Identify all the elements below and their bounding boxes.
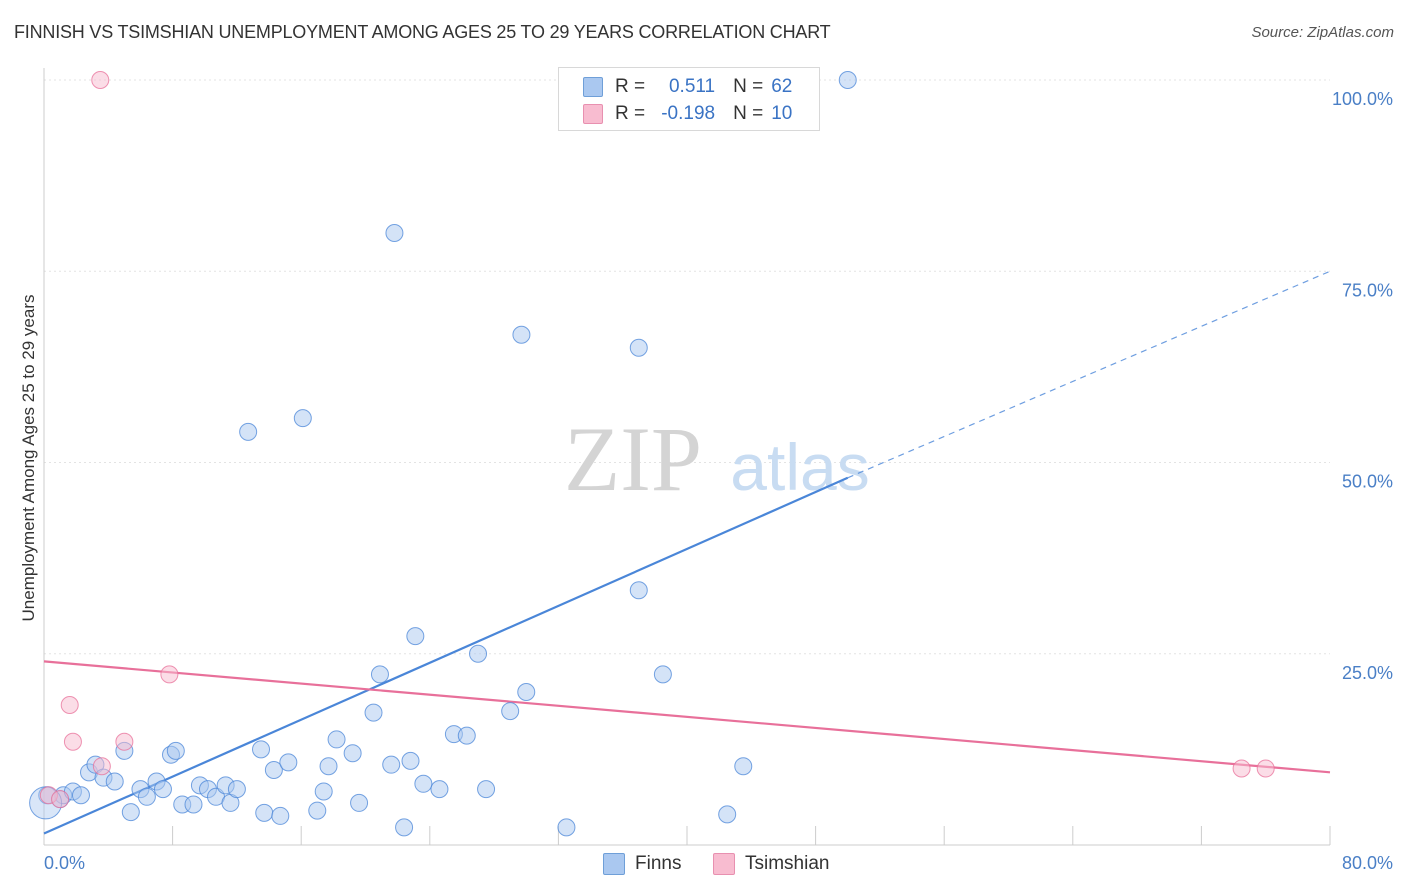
legend-n-value-tsimshian: 10 [771,103,793,124]
finns-point-50 [557,818,576,837]
finns-point-18 [184,795,203,814]
finns-point-52 [653,665,672,684]
finns-point-30 [308,801,327,820]
finns-point-42 [414,774,433,793]
finns-point-29 [279,753,298,772]
tsimshian-point-9 [1256,759,1275,778]
axes [43,68,1331,846]
finns-point-41 [406,627,425,646]
tsimshian-point-3 [63,732,82,751]
finns-point-36 [364,703,383,722]
tsimshian-point-1 [51,790,70,809]
finns-point-45 [457,726,476,745]
tsimshian-trend-line [43,660,1331,774]
legend-r-value-finns: 0.511 [668,76,716,97]
y-axis-label: Unemployment Among Ages 25 to 29 years [19,295,38,622]
finns-point-27 [264,761,283,780]
finns-trend-line [43,476,849,835]
legend-r-value-tsimshian: -0.198 [661,103,716,124]
bottom-swatch-tsimshian [713,853,735,875]
finns-point-39 [395,818,414,837]
bottom-legend-label-finns: Finns [635,853,682,874]
legend-r-label: R = [615,103,646,124]
finns-point-43 [430,780,449,799]
tick-labels: 25.0% 50.0% 75.0% 100.0% 0.0% 80.0% [44,89,1393,873]
chart-title: FINNISH VS TSIMSHIAN UNEMPLOYMENT AMONG … [14,22,831,42]
finns-point-31 [314,782,333,801]
legend-row-finns: R = 0.511 N = 62 [583,75,810,99]
y-tick-label-1: 50.0% [1342,472,1393,492]
finns-point-32 [319,757,338,776]
y-tick-label-3: 100.0% [1332,89,1393,109]
finns-point-4 [71,786,90,805]
finns-point-54 [734,757,753,776]
bottom-legend-label-tsimshian: Tsimshian [745,853,830,874]
watermark-atlas: atlas [730,430,869,504]
tsimshian-point-5 [115,732,134,751]
finns-point-24 [227,780,246,799]
finns-point-38 [382,755,401,774]
legend-swatch-tsimshian [583,104,603,124]
legend-n-label: N = [733,76,764,97]
finns-point-33 [327,730,346,749]
grid-lines [44,79,1330,655]
finns-point-34 [343,744,362,763]
stats-legend: R = 0.511 N = 62 R = -0.198 N = 10 [558,67,820,131]
legend-swatch-finns [583,77,603,97]
legend-r-label: R = [615,76,646,97]
bottom-swatch-finns [603,853,625,875]
finns-point-12 [137,787,156,806]
bottom-legend-finns: Finns [603,852,681,876]
finns-point-46 [469,644,488,663]
finns-point-28 [271,806,290,825]
finns-point-14 [153,780,172,799]
trend-lines [43,270,1331,835]
tsimshian-point-2 [60,696,79,715]
finns-point-51 [629,581,648,600]
finns-point-57 [385,224,404,242]
legend-n-value-finns: 62 [771,76,793,97]
tsimshian-point-8 [1232,759,1251,778]
legend-row-tsimshian: R = -0.198 N = 10 [583,102,810,126]
tsimshian-point-6 [160,665,179,684]
finns-trend-extension [847,270,1331,479]
x-tick-label-0: 0.0% [44,853,85,873]
finns-point-53 [718,805,737,824]
x-tick-label-1: 80.0% [1342,853,1393,873]
tsimshian-point-7 [91,71,110,89]
data-points [29,71,1275,837]
finns-point-40 [401,751,420,770]
y-tick-label-0: 25.0% [1342,663,1393,683]
finns-point-59 [629,338,648,357]
finns-point-58 [512,325,531,344]
finns-point-37 [370,665,389,684]
bottom-legend-tsimshian: Tsimshian [713,852,829,876]
finns-point-8 [105,772,124,791]
source-label: Source: ZipAtlas.com [1251,24,1394,41]
finns-point-56 [293,409,312,428]
finns-point-49 [517,683,536,701]
finns-point-60 [838,71,857,89]
finns-point-55 [239,422,258,441]
y-tick-label-2: 75.0% [1342,280,1393,300]
tsimshian-point-4 [92,757,111,776]
finns-point-25 [252,740,271,759]
finns-point-35 [350,793,369,812]
finns-point-48 [501,702,520,721]
finns-point-26 [255,803,274,822]
watermark-zip: ZIP [564,408,702,510]
legend-n-label: N = [733,103,764,124]
finns-point-47 [477,780,496,799]
finns-point-16 [166,741,185,760]
finns-point-10 [121,803,140,822]
watermark: ZIP atlas [564,408,870,510]
